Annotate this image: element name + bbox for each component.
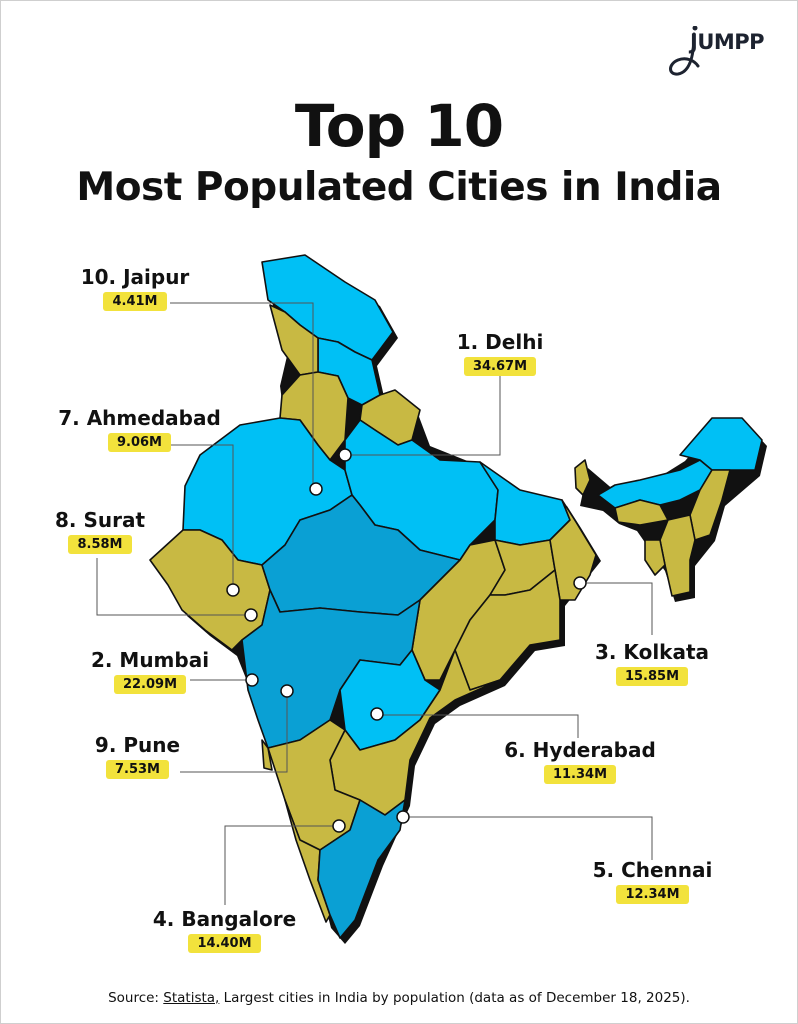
leader-line-pune <box>180 692 288 773</box>
city-label-ahmedabad: 7. Ahmedabad 9.06M <box>52 406 227 452</box>
population-badge: 7.53M <box>105 760 169 779</box>
city-label-pune: 9. Pune 7.53M <box>85 733 190 779</box>
city-dot-bangalore <box>332 819 346 833</box>
region-goa <box>261 739 273 771</box>
source-prefix: Source: <box>108 990 164 1006</box>
leader-line-chennai <box>403 816 653 860</box>
region-punjab <box>269 304 319 376</box>
region-tripura <box>644 539 666 576</box>
city-name: 9. Pune <box>94 733 181 757</box>
population-badge: 14.40M <box>188 934 261 953</box>
region-arunachal <box>679 417 763 471</box>
city-name: 10. Jaipur <box>80 265 190 289</box>
leader-line-kolkata <box>580 582 653 635</box>
city-name: 5. Chennai <box>592 858 713 882</box>
city-label-delhi: 1. Delhi 34.67M <box>440 330 560 376</box>
city-label-mumbai: 2. Mumbai 22.09M <box>85 648 215 694</box>
region-tripura-mizoram <box>659 514 696 597</box>
city-dot-mumbai <box>245 673 259 687</box>
region-west-bengal <box>549 499 597 601</box>
population-badge: 34.67M <box>463 357 537 376</box>
leader-line-delhi <box>345 375 501 456</box>
source-link[interactable]: Statista, <box>163 990 220 1006</box>
leader-line-ahmedabad <box>170 444 234 590</box>
leader-lines <box>96 302 653 905</box>
source-note: Source: Statista, Largest cities in Indi… <box>0 990 798 1006</box>
city-markers <box>226 448 587 833</box>
page-subtitle: Most Populated Cities in India <box>76 165 722 210</box>
city-label-chennai: 5. Chennai 12.34M <box>585 858 720 904</box>
city-name: 6. Hyderabad <box>504 738 656 762</box>
city-name: 4. Bangalore <box>152 907 297 931</box>
city-name: 3. Kolkata <box>594 640 710 664</box>
logo-text: JUMPP <box>690 30 765 54</box>
page-title: Top 10 <box>294 92 504 160</box>
region-tamil-nadu <box>317 799 406 939</box>
city-dot-delhi <box>338 448 352 462</box>
city-dot-hyderabad <box>370 707 384 721</box>
population-badge: 4.41M <box>103 292 167 311</box>
population-badge: 15.85M <box>615 667 689 686</box>
city-label-jaipur: 10. Jaipur 4.41M <box>70 265 200 311</box>
region-odisha <box>454 569 561 691</box>
leader-line-bangalore <box>224 825 339 905</box>
population-badge: 22.09M <box>113 675 187 694</box>
city-name: 8. Surat <box>54 508 146 532</box>
region-nagaland-manipur <box>689 469 731 541</box>
city-name: 7. Ahmedabad <box>58 406 221 430</box>
source-text: Largest cities in India by population (d… <box>219 990 690 1006</box>
leader-line-hyderabad <box>377 714 579 738</box>
city-dot-surat <box>244 608 258 622</box>
city-name: 2. Mumbai <box>90 648 210 672</box>
city-dot-kolkata <box>573 576 587 590</box>
city-dot-pune <box>280 684 294 698</box>
city-dot-chennai <box>396 810 410 824</box>
population-badge: 9.06M <box>107 433 171 452</box>
population-badge: 11.34M <box>543 765 617 784</box>
region-sikkim <box>574 459 591 496</box>
city-dot-ahmedabad <box>226 583 240 597</box>
leader-line-jaipur <box>170 302 314 488</box>
city-name: 1. Delhi <box>456 330 544 354</box>
city-label-hyderabad: 6. Hyderabad 11.34M <box>495 738 665 784</box>
city-label-kolkata: 3. Kolkata 15.85M <box>582 640 722 686</box>
city-label-bangalore: 4. Bangalore 14.40M <box>142 907 307 953</box>
population-badge: 8.58M <box>68 535 132 554</box>
leader-line-surat <box>96 558 250 616</box>
city-dot-jaipur <box>309 482 323 496</box>
population-badge: 12.34M <box>616 885 689 904</box>
jumpp-logo-icon <box>669 26 700 76</box>
city-label-surat: 8. Surat 8.58M <box>45 508 155 554</box>
